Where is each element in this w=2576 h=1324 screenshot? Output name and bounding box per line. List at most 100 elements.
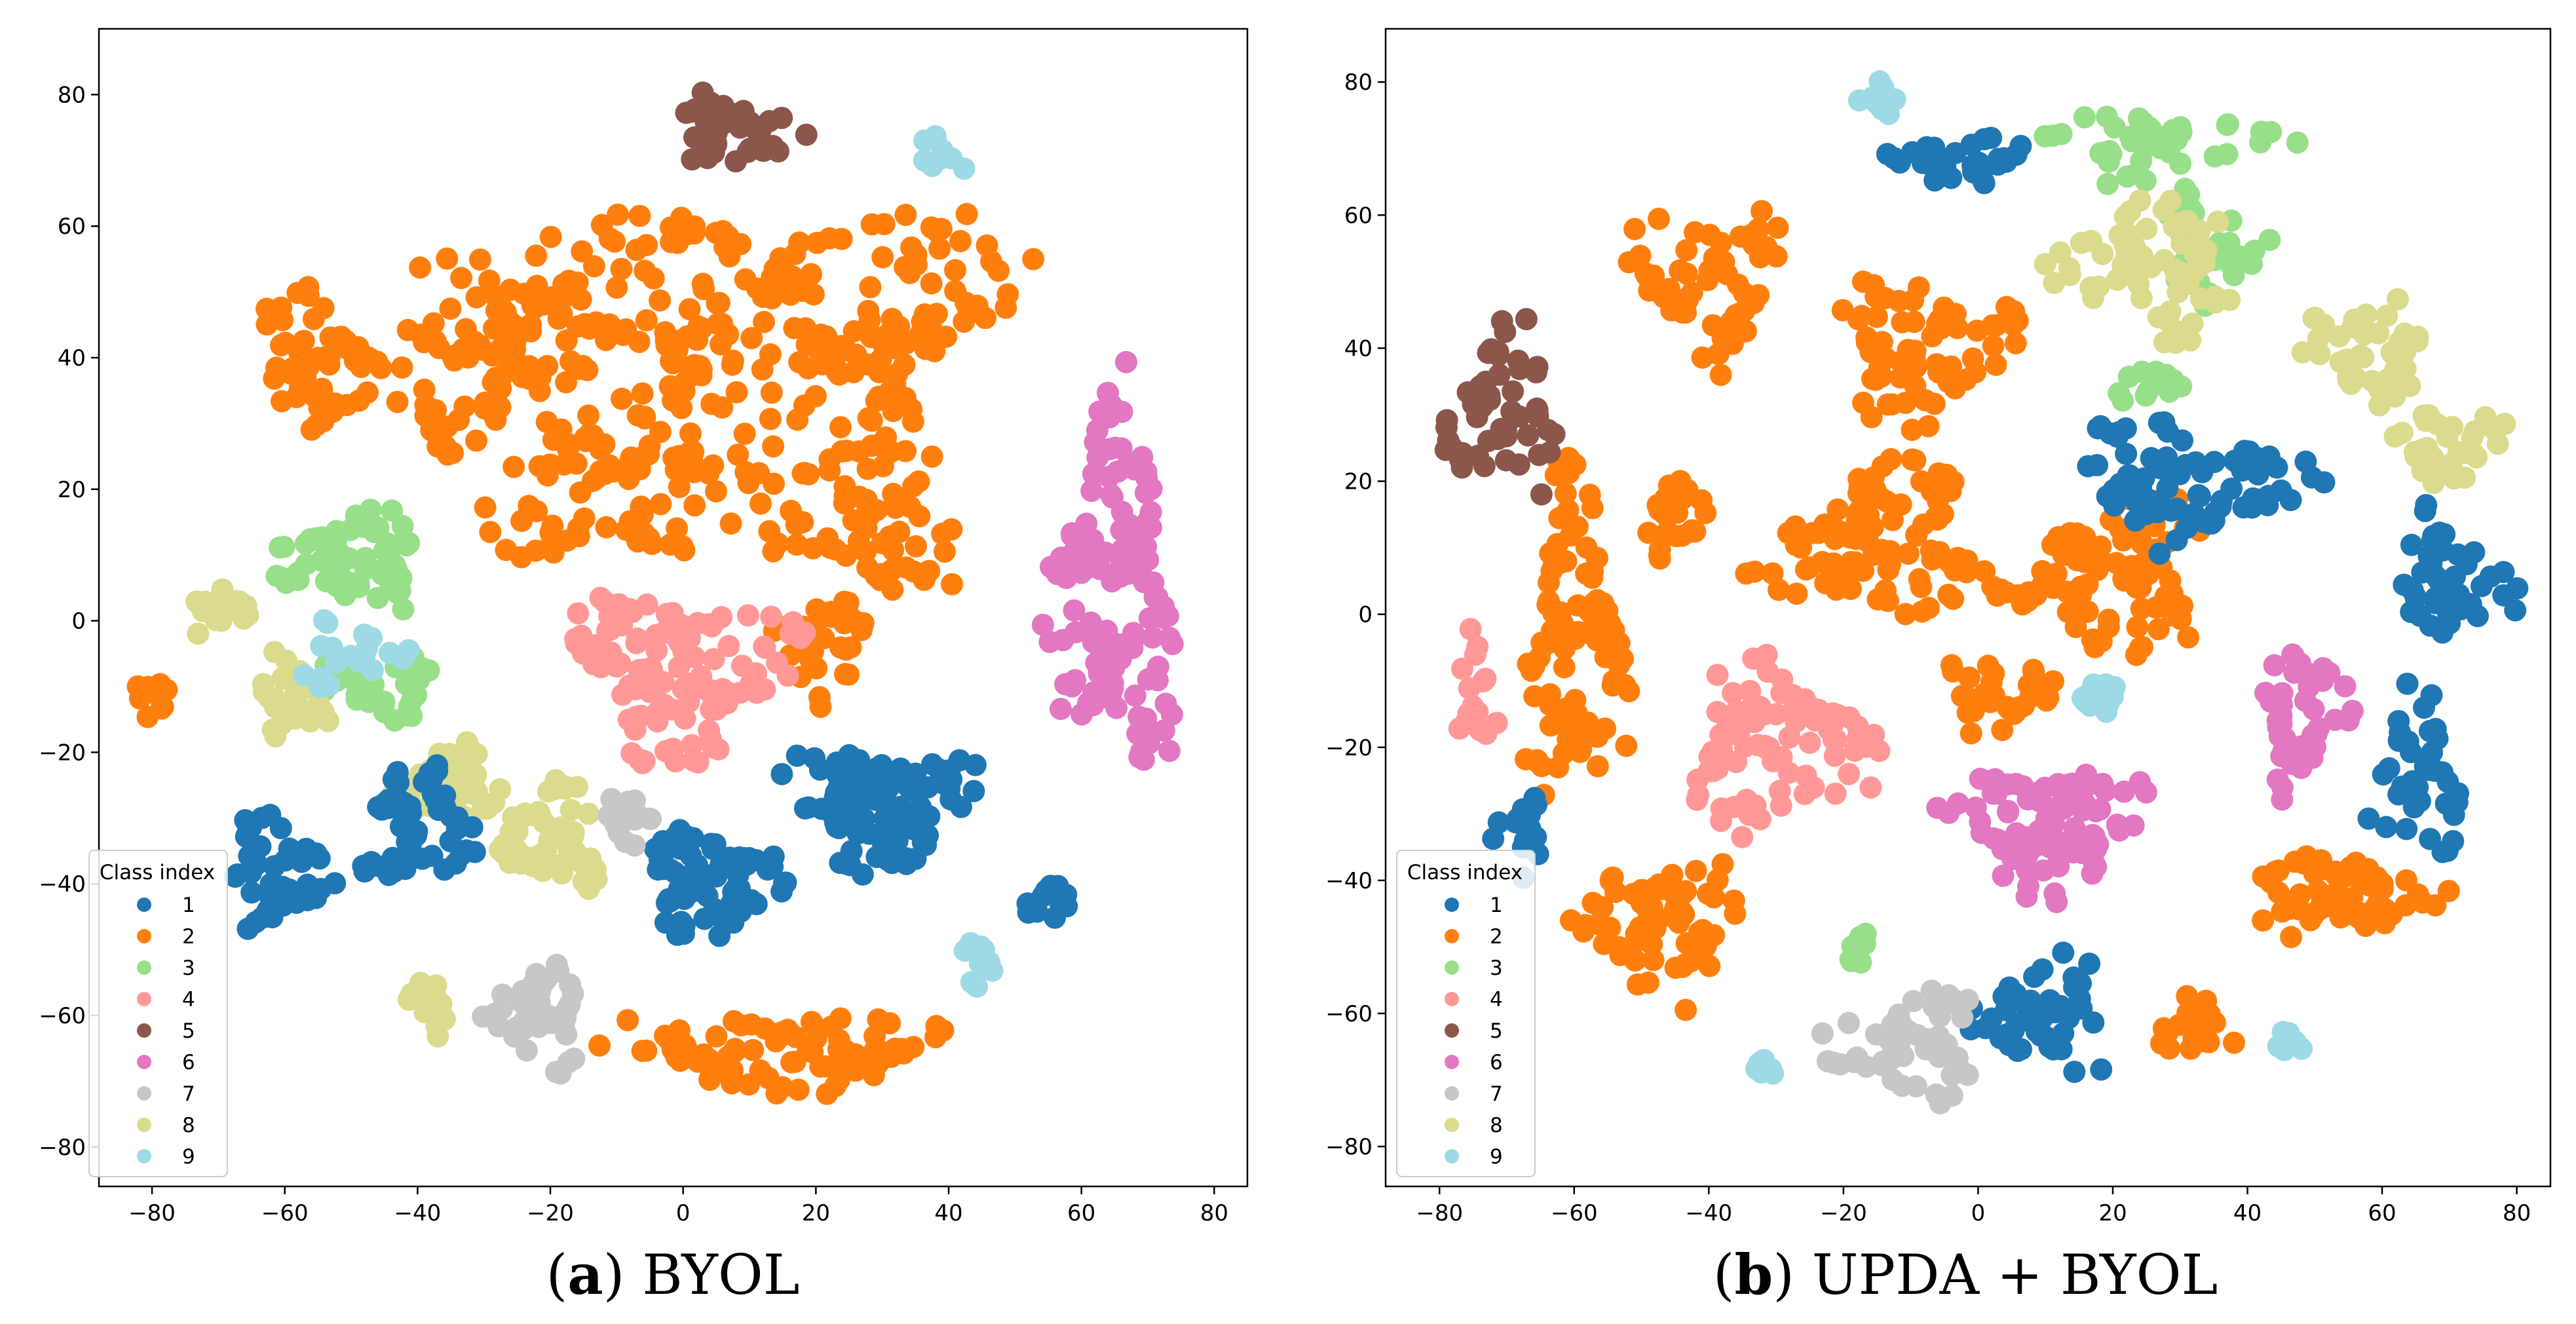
point-class-2: [319, 326, 342, 349]
point-class-3: [356, 679, 379, 702]
point-class-6: [1141, 626, 1164, 649]
point-class-1: [2444, 594, 2467, 617]
point-class-2: [594, 329, 617, 351]
point-class-2: [453, 395, 476, 418]
point-class-4: [698, 679, 721, 702]
point-class-2: [784, 1050, 806, 1073]
point-class-3: [1839, 948, 1862, 971]
point-class-1: [2420, 684, 2443, 707]
point-class-6: [1992, 864, 2015, 887]
point-class-2: [538, 536, 561, 559]
point-class-8: [2135, 218, 2158, 240]
point-class-3: [2073, 106, 2096, 128]
point-class-7: [551, 1007, 574, 1030]
point-class-2: [710, 333, 732, 356]
point-class-9: [972, 938, 995, 961]
point-class-3: [327, 565, 350, 588]
point-class-7: [1846, 1046, 1868, 1069]
point-class-4: [589, 586, 612, 609]
point-class-6: [1969, 767, 1992, 790]
cluster-class-4: [564, 586, 816, 774]
point-class-4: [1474, 668, 1497, 690]
point-class-8: [433, 1008, 456, 1031]
point-class-6: [2271, 776, 2294, 799]
point-class-1: [2103, 494, 2126, 517]
point-class-7: [559, 973, 582, 996]
point-class-3: [2136, 381, 2159, 404]
point-class-2: [1648, 547, 1671, 570]
point-class-2: [1814, 572, 1836, 595]
point-class-5: [1490, 310, 1513, 333]
point-class-2: [1542, 554, 1565, 577]
point-class-1: [2395, 818, 2418, 841]
point-class-4: [1464, 643, 1487, 666]
point-class-2: [719, 512, 742, 535]
point-class-2: [1667, 911, 1690, 934]
point-class-2: [2292, 852, 2315, 875]
point-class-2: [474, 496, 497, 519]
point-class-2: [567, 525, 590, 548]
legend-label: 3: [1490, 956, 1503, 980]
point-class-5: [694, 111, 717, 134]
point-class-1: [2393, 573, 2415, 596]
point-class-2: [631, 1040, 654, 1063]
point-class-1: [2279, 489, 2302, 512]
point-class-2: [1785, 582, 1808, 605]
point-class-7: [1929, 1005, 1951, 1028]
point-class-2: [566, 271, 589, 294]
point-class-6: [1031, 613, 1054, 636]
point-class-2: [1863, 274, 1885, 297]
point-class-5: [681, 148, 704, 171]
point-class-4: [1868, 740, 1891, 763]
cluster-class-3: [265, 499, 421, 620]
point-class-2: [2271, 900, 2294, 923]
point-class-2: [1555, 697, 1578, 720]
point-class-2: [1981, 314, 2004, 337]
point-class-8: [271, 698, 294, 721]
point-class-9: [2290, 1037, 2313, 1060]
point-class-2: [638, 434, 661, 457]
point-class-2: [2042, 670, 2064, 692]
point-class-2: [749, 492, 772, 515]
point-class-2: [1735, 320, 1757, 343]
point-class-2: [1578, 483, 1601, 506]
point-class-1: [278, 837, 301, 860]
point-class-2: [884, 495, 907, 518]
point-class-2: [409, 256, 432, 279]
point-class-2: [1735, 562, 1758, 585]
point-class-6: [2045, 890, 2068, 913]
point-class-2: [263, 367, 286, 390]
point-class-9: [981, 959, 1004, 982]
point-class-2: [928, 237, 951, 260]
cluster-class-9: [953, 932, 1004, 998]
point-class-2: [1557, 717, 1580, 740]
point-class-2: [1709, 364, 1732, 387]
point-class-2: [556, 436, 578, 459]
point-class-2: [1991, 719, 2014, 742]
point-class-1: [234, 809, 257, 831]
point-class-2: [1880, 447, 1903, 470]
cluster-class-5: [1434, 308, 1566, 506]
point-class-2: [1658, 278, 1681, 301]
point-class-2: [687, 1050, 710, 1073]
point-class-2: [2076, 600, 2099, 623]
point-class-2: [625, 238, 648, 261]
point-class-8: [577, 803, 600, 825]
point-class-2: [518, 495, 540, 518]
point-class-8: [426, 1025, 449, 1048]
point-class-9: [966, 975, 989, 998]
point-class-1: [2414, 755, 2436, 778]
point-class-8: [198, 597, 221, 620]
cluster-class-8: [2291, 288, 2429, 417]
point-class-2: [760, 381, 783, 404]
scatter-points: [1434, 70, 2529, 1115]
point-class-1: [2421, 529, 2444, 552]
point-class-6: [1082, 463, 1105, 485]
point-class-8: [492, 842, 515, 865]
point-class-2: [503, 354, 526, 377]
point-class-4: [646, 710, 669, 733]
point-class-8: [252, 681, 275, 703]
cluster-class-2: [588, 1007, 955, 1105]
point-class-6: [2271, 682, 2294, 705]
point-class-6: [2106, 813, 2129, 836]
